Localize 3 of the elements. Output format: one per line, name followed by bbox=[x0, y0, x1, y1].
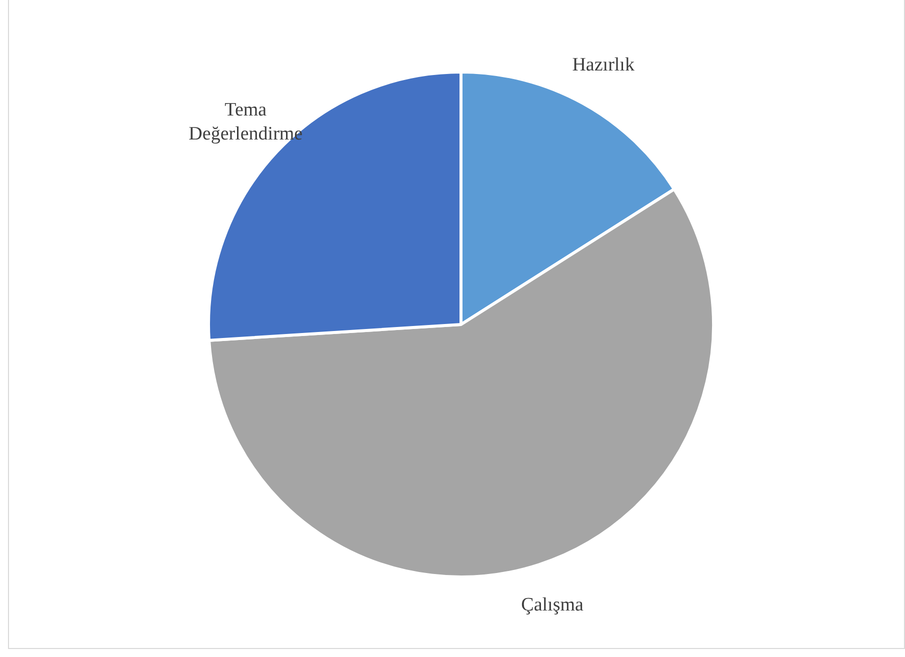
slice-label: Çalışma bbox=[521, 594, 584, 616]
slice-label: Hazırlık bbox=[572, 54, 635, 76]
slice-label: Tema Değerlendirme bbox=[188, 99, 303, 144]
